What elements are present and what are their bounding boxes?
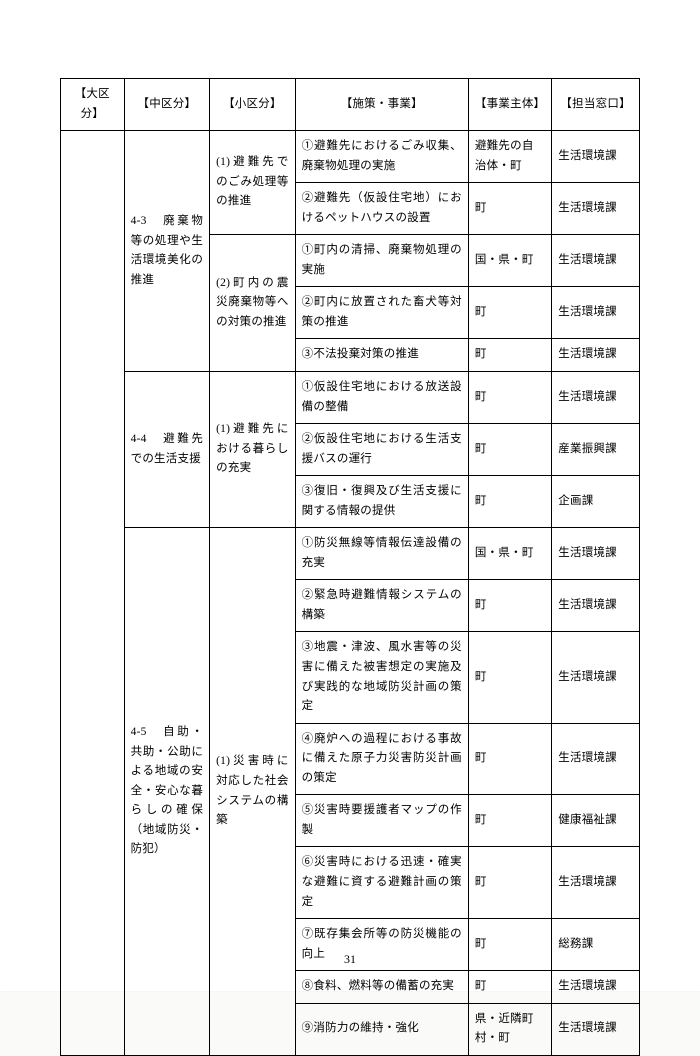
page-number: 31 [0, 952, 700, 967]
cell-dept: 生活環境課 [552, 1003, 640, 1055]
cell-item: ②仮設住宅地における生活支援バスの運行 [295, 424, 468, 476]
cell-owner: 県・近隣町村・町 [468, 1003, 551, 1055]
cell-item: ④廃炉への過程における事故に備えた原子力災害防災計画の策定 [295, 723, 468, 795]
table-row: 4-3 廃棄物等の処理や生活環境美化の推進(1)避難先でのごみ処理等の推進①避難… [61, 131, 640, 183]
cell-item: ②町内に放置された畜犬等対策の推進 [295, 287, 468, 339]
cell-dept: 企画課 [552, 476, 640, 528]
cell-owner: 町 [468, 183, 551, 235]
cell-small: (1)避難先における暮らしの充実 [210, 372, 296, 528]
cell-owner: 町 [468, 287, 551, 339]
cell-item: ⑧食料、燃料等の備蓄の充実 [295, 971, 468, 1004]
cell-item: ③復旧・復興及び生活支援に関する情報の提供 [295, 476, 468, 528]
cell-owner: 町 [468, 476, 551, 528]
cell-owner: 町 [468, 723, 551, 795]
cell-owner: 避難先の自治体・町 [468, 131, 551, 183]
cell-owner: 町 [468, 632, 551, 723]
cell-item: ①町内の清掃、廃棄物処理の実施 [295, 235, 468, 287]
cell-owner: 町 [468, 339, 551, 372]
th-mid: 【中区分】 [124, 79, 210, 131]
cell-owner: 町 [468, 847, 551, 919]
cell-dept: 健康福祉課 [552, 795, 640, 847]
cell-dept: 生活環境課 [552, 131, 640, 183]
cell-owner: 町 [468, 580, 551, 632]
table-row: 4-4 避難先での生活支援(1)避難先における暮らしの充実①仮設住宅地における放… [61, 372, 640, 424]
cell-owner: 町 [468, 795, 551, 847]
cell-dept: 生活環境課 [552, 235, 640, 287]
cell-owner: 町 [468, 372, 551, 424]
cell-item: ①仮設住宅地における放送設備の整備 [295, 372, 468, 424]
cell-dept: 生活環境課 [552, 580, 640, 632]
cell-large [61, 131, 125, 1056]
cell-owner: 国・県・町 [468, 235, 551, 287]
th-small: 【小区分】 [210, 79, 296, 131]
cell-item: ①防災無線等情報伝達設備の充実 [295, 528, 468, 580]
table-header-row: 【大区分】 【中区分】 【小区分】 【施策・事業】 【事業主体】 【担当窓口】 [61, 79, 640, 131]
cell-owner: 町 [468, 971, 551, 1004]
document-page: 【大区分】 【中区分】 【小区分】 【施策・事業】 【事業主体】 【担当窓口】 … [0, 0, 700, 991]
policy-table: 【大区分】 【中区分】 【小区分】 【施策・事業】 【事業主体】 【担当窓口】 … [60, 78, 640, 1056]
cell-dept: 生活環境課 [552, 723, 640, 795]
cell-item: ⑤災害時要援護者マップの作製 [295, 795, 468, 847]
cell-dept: 生活環境課 [552, 183, 640, 235]
cell-dept: 生活環境課 [552, 339, 640, 372]
th-owner: 【事業主体】 [468, 79, 551, 131]
cell-item: ③不法投棄対策の推進 [295, 339, 468, 372]
cell-dept: 生活環境課 [552, 847, 640, 919]
cell-item: ③地震・津波、風水害等の災害に備えた被害想定の実施及び実践的な地域防災計画の策定 [295, 632, 468, 723]
cell-dept: 生活環境課 [552, 372, 640, 424]
cell-dept: 産業振興課 [552, 424, 640, 476]
table-body: 4-3 廃棄物等の処理や生活環境美化の推進(1)避難先でのごみ処理等の推進①避難… [61, 131, 640, 1056]
th-item: 【施策・事業】 [295, 79, 468, 131]
cell-mid: 4-3 廃棄物等の処理や生活環境美化の推進 [124, 131, 210, 372]
cell-item: ⑨消防力の維持・強化 [295, 1003, 468, 1055]
cell-dept: 生活環境課 [552, 287, 640, 339]
cell-owner: 町 [468, 424, 551, 476]
cell-item: ①避難先におけるごみ収集、廃棄物処理の実施 [295, 131, 468, 183]
cell-small: (1)災害時に対応した社会システムの構築 [210, 528, 296, 1055]
th-dept: 【担当窓口】 [552, 79, 640, 131]
cell-small: (1)避難先でのごみ処理等の推進 [210, 131, 296, 235]
cell-item: ②緊急時避難情報システムの構築 [295, 580, 468, 632]
cell-owner: 国・県・町 [468, 528, 551, 580]
th-large: 【大区分】 [61, 79, 125, 131]
table-row: 4-5 自助・共助・公助による地域の安全・安心な暮らしの確保（地域防災・防犯）(… [61, 528, 640, 580]
cell-item: ⑥災害時における迅速・確実な避難に資する避難計画の策定 [295, 847, 468, 919]
cell-small: (2)町内の震災廃棄物等への対策の推進 [210, 235, 296, 372]
cell-dept: 生活環境課 [552, 632, 640, 723]
cell-mid: 4-5 自助・共助・公助による地域の安全・安心な暮らしの確保（地域防災・防犯） [124, 528, 210, 1055]
cell-dept: 生活環境課 [552, 971, 640, 1004]
cell-dept: 生活環境課 [552, 528, 640, 580]
cell-mid: 4-4 避難先での生活支援 [124, 372, 210, 528]
cell-item: ②避難先（仮設住宅地）におけるペットハウスの設置 [295, 183, 468, 235]
